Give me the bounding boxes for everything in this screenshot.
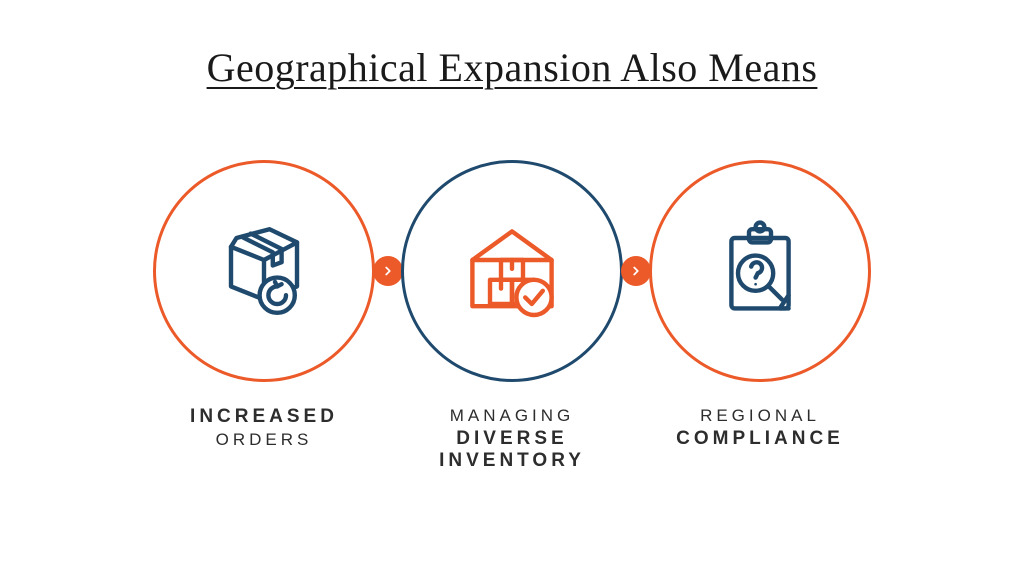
circle-row: INCREASED ORDERS [153, 160, 871, 472]
circle-2 [401, 160, 623, 382]
warehouse-check-icon [457, 216, 567, 326]
item-regional-compliance: REGIONAL COMPLIANCE [649, 160, 871, 450]
connector-1 [373, 160, 403, 382]
label-2-line1: MANAGING [401, 406, 623, 426]
label-2: MANAGING DIVERSE INVENTORY [401, 406, 623, 472]
label-1-line1: INCREASED [153, 406, 375, 428]
box-arrow-icon [209, 216, 319, 326]
label-3-line1: REGIONAL [649, 406, 871, 426]
label-3: REGIONAL COMPLIANCE [649, 406, 871, 450]
infographic-stage: Geographical Expansion Also Means [0, 0, 1024, 576]
circle-3 [649, 160, 871, 382]
item-diverse-inventory: MANAGING DIVERSE INVENTORY [401, 160, 623, 472]
label-1: INCREASED ORDERS [153, 406, 375, 450]
chevron-right-icon [621, 256, 651, 286]
connector-2 [621, 160, 651, 382]
clipboard-magnifier-icon [705, 216, 815, 326]
label-2-line2: DIVERSE INVENTORY [401, 428, 623, 472]
item-increased-orders: INCREASED ORDERS [153, 160, 375, 450]
circle-1 [153, 160, 375, 382]
label-3-line2: COMPLIANCE [649, 428, 871, 450]
label-1-line2: ORDERS [153, 430, 375, 450]
page-title: Geographical Expansion Also Means [207, 44, 818, 91]
chevron-right-icon [373, 256, 403, 286]
